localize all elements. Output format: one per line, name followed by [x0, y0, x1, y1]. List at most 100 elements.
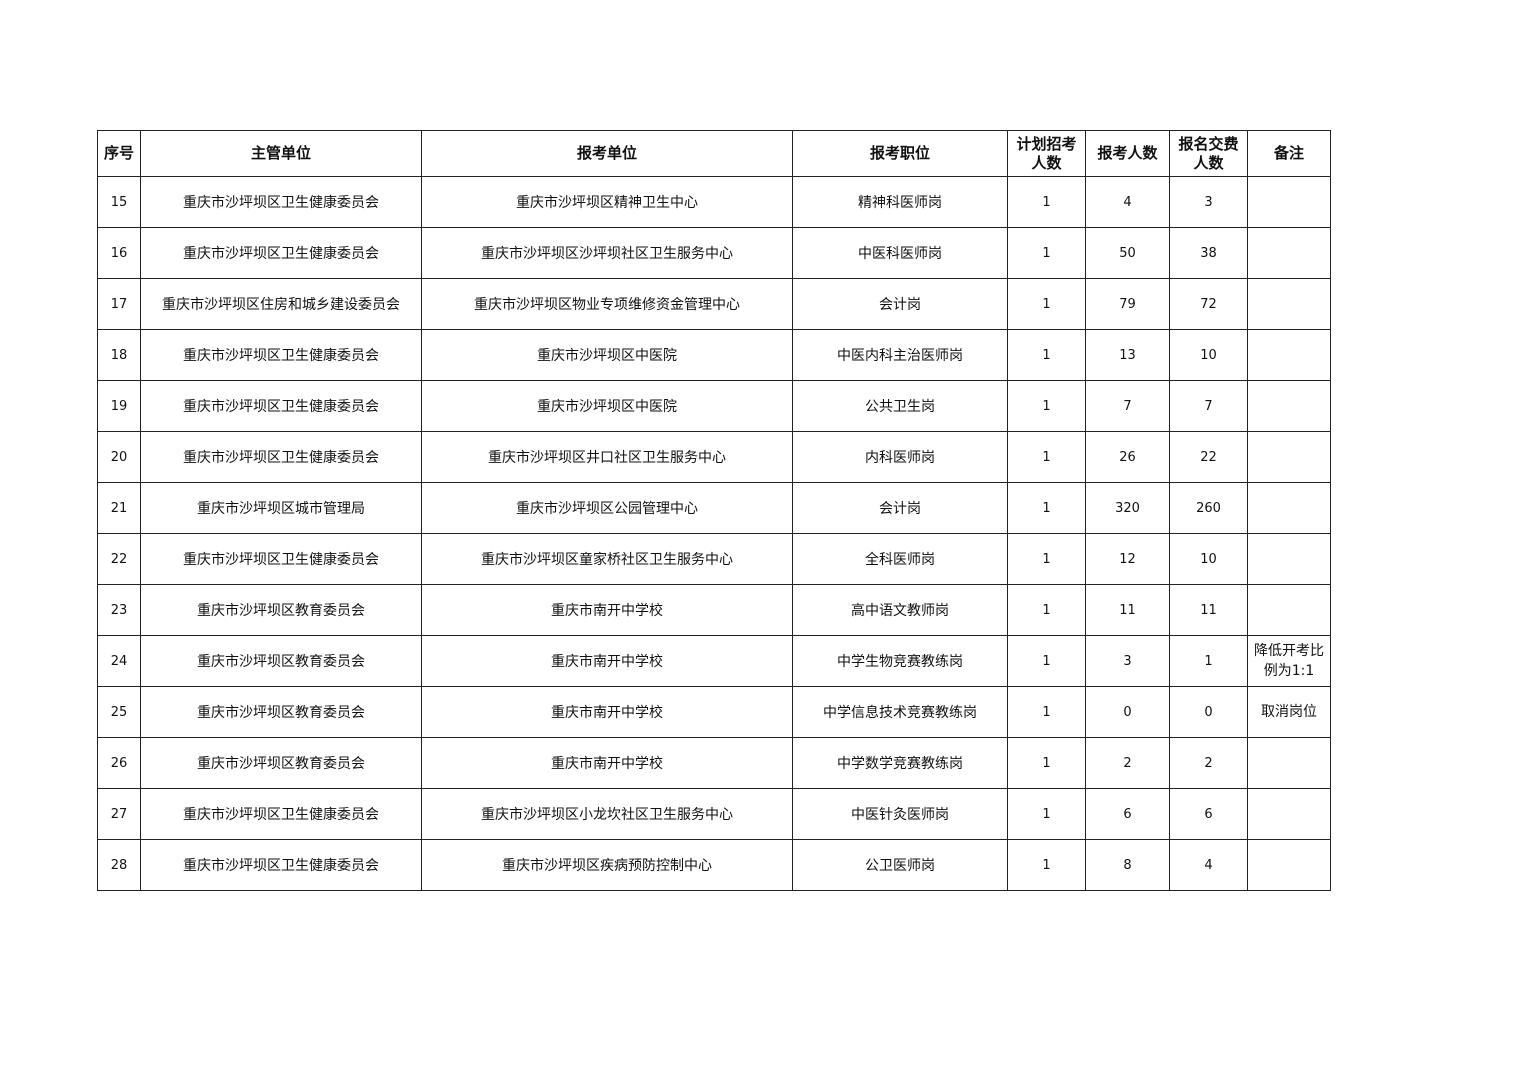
table-row: 28 重庆市沙坪坝区卫生健康委员会 重庆市沙坪坝区疾病预防控制中心 公卫医师岗 1 8 4 [97, 839, 1331, 891]
planned-cell: 1 [1007, 329, 1086, 381]
planned-cell: 1 [1007, 482, 1086, 534]
position-cell: 公共卫生岗 [792, 380, 1008, 432]
applicants-cell: 79 [1085, 278, 1170, 330]
remarks-cell [1247, 431, 1331, 483]
row-index: 16 [97, 227, 141, 279]
position-cell: 全科医师岗 [792, 533, 1008, 585]
position-cell: 会计岗 [792, 482, 1008, 534]
row-index: 15 [97, 176, 141, 228]
applicants-cell: 2 [1085, 737, 1170, 789]
unit-cell: 重庆市沙坪坝区中医院 [421, 380, 793, 432]
remarks-cell [1247, 329, 1331, 381]
planned-cell: 1 [1007, 584, 1086, 636]
paid-cell: 22 [1169, 431, 1248, 483]
applicants-cell: 8 [1085, 839, 1170, 891]
unit-cell: 重庆市沙坪坝区童家桥社区卫生服务中心 [421, 533, 793, 585]
remarks-cell [1247, 278, 1331, 330]
applicants-cell: 13 [1085, 329, 1170, 381]
applicants-cell: 3 [1085, 635, 1170, 687]
supervisor-cell: 重庆市沙坪坝区住房和城乡建设委员会 [140, 278, 422, 330]
paid-cell: 4 [1169, 839, 1248, 891]
unit-cell: 重庆市南开中学校 [421, 584, 793, 636]
table-row: 23 重庆市沙坪坝区教育委员会 重庆市南开中学校 高中语文教师岗 1 11 11 [97, 584, 1331, 636]
planned-cell: 1 [1007, 176, 1086, 228]
unit-cell: 重庆市沙坪坝区沙坪坝社区卫生服务中心 [421, 227, 793, 279]
header-applicants: 报考人数 [1085, 130, 1170, 177]
row-index: 22 [97, 533, 141, 585]
planned-cell: 1 [1007, 839, 1086, 891]
supervisor-cell: 重庆市沙坪坝区教育委员会 [140, 584, 422, 636]
row-index: 23 [97, 584, 141, 636]
remarks-cell [1247, 737, 1331, 789]
unit-cell: 重庆市南开中学校 [421, 686, 793, 738]
table-row: 17 重庆市沙坪坝区住房和城乡建设委员会 重庆市沙坪坝区物业专项维修资金管理中心 会计… [97, 278, 1331, 330]
planned-cell: 1 [1007, 380, 1086, 432]
planned-cell: 1 [1007, 686, 1086, 738]
paid-cell: 1 [1169, 635, 1248, 687]
unit-cell: 重庆市沙坪坝区中医院 [421, 329, 793, 381]
remarks-cell [1247, 839, 1331, 891]
applicants-cell: 4 [1085, 176, 1170, 228]
supervisor-cell: 重庆市沙坪坝区卫生健康委员会 [140, 788, 422, 840]
remarks-cell [1247, 380, 1331, 432]
supervisor-cell: 重庆市沙坪坝区城市管理局 [140, 482, 422, 534]
table-row: 21 重庆市沙坪坝区城市管理局 重庆市沙坪坝区公园管理中心 会计岗 1 320 260 [97, 482, 1331, 534]
supervisor-cell: 重庆市沙坪坝区卫生健康委员会 [140, 533, 422, 585]
table-row: 25 重庆市沙坪坝区教育委员会 重庆市南开中学校 中学信息技术竞赛教练岗 1 0 0 取消岗位 [97, 686, 1331, 738]
position-cell: 会计岗 [792, 278, 1008, 330]
row-index: 27 [97, 788, 141, 840]
planned-cell: 1 [1007, 431, 1086, 483]
row-index: 28 [97, 839, 141, 891]
position-cell: 中学生物竞赛教练岗 [792, 635, 1008, 687]
table-row: 15 重庆市沙坪坝区卫生健康委员会 重庆市沙坪坝区精神卫生中心 精神科医师岗 1 4 3 [97, 176, 1331, 228]
unit-cell: 重庆市沙坪坝区小龙坎社区卫生服务中心 [421, 788, 793, 840]
table-row: 16 重庆市沙坪坝区卫生健康委员会 重庆市沙坪坝区沙坪坝社区卫生服务中心 中医科医师岗… [97, 227, 1331, 279]
unit-cell: 重庆市南开中学校 [421, 635, 793, 687]
table-row: 20 重庆市沙坪坝区卫生健康委员会 重庆市沙坪坝区井口社区卫生服务中心 内科医师岗 1 2… [97, 431, 1331, 483]
row-index: 24 [97, 635, 141, 687]
position-cell: 精神科医师岗 [792, 176, 1008, 228]
remarks-cell [1247, 584, 1331, 636]
applicants-cell: 12 [1085, 533, 1170, 585]
supervisor-cell: 重庆市沙坪坝区教育委员会 [140, 686, 422, 738]
row-index: 18 [97, 329, 141, 381]
table-row: 18 重庆市沙坪坝区卫生健康委员会 重庆市沙坪坝区中医院 中医内科主治医师岗 1 13 10 [97, 329, 1331, 381]
header-position: 报考职位 [792, 130, 1008, 177]
paid-cell: 0 [1169, 686, 1248, 738]
position-cell: 中学信息技术竞赛教练岗 [792, 686, 1008, 738]
planned-cell: 1 [1007, 788, 1086, 840]
applicants-cell: 0 [1085, 686, 1170, 738]
paid-cell: 260 [1169, 482, 1248, 534]
table-row: 22 重庆市沙坪坝区卫生健康委员会 重庆市沙坪坝区童家桥社区卫生服务中心 全科医师岗 1… [97, 533, 1331, 585]
supervisor-cell: 重庆市沙坪坝区卫生健康委员会 [140, 176, 422, 228]
applicants-cell: 320 [1085, 482, 1170, 534]
paid-cell: 72 [1169, 278, 1248, 330]
position-cell: 公卫医师岗 [792, 839, 1008, 891]
remarks-cell [1247, 788, 1331, 840]
paid-cell: 38 [1169, 227, 1248, 279]
position-cell: 高中语文教师岗 [792, 584, 1008, 636]
row-index: 17 [97, 278, 141, 330]
header-unit: 报考单位 [421, 130, 793, 177]
header-row: 序号 主管单位 报考单位 报考职位 计划招考人数 报考人数 报名交费人数 备注 [97, 130, 1331, 177]
unit-cell: 重庆市沙坪坝区疾病预防控制中心 [421, 839, 793, 891]
applicants-cell: 26 [1085, 431, 1170, 483]
table-row: 26 重庆市沙坪坝区教育委员会 重庆市南开中学校 中学数学竞赛教练岗 1 2 2 [97, 737, 1331, 789]
recruitment-table: 序号 主管单位 报考单位 报考职位 计划招考人数 报考人数 报名交费人数 备注 … [97, 130, 1331, 891]
remarks-cell: 取消岗位 [1247, 686, 1331, 738]
row-index: 26 [97, 737, 141, 789]
row-index: 21 [97, 482, 141, 534]
remarks-cell [1247, 227, 1331, 279]
row-index: 25 [97, 686, 141, 738]
unit-cell: 重庆市沙坪坝区公园管理中心 [421, 482, 793, 534]
planned-cell: 1 [1007, 737, 1086, 789]
position-cell: 中医科医师岗 [792, 227, 1008, 279]
header-paid: 报名交费人数 [1169, 130, 1248, 177]
planned-cell: 1 [1007, 278, 1086, 330]
planned-cell: 1 [1007, 533, 1086, 585]
unit-cell: 重庆市沙坪坝区井口社区卫生服务中心 [421, 431, 793, 483]
supervisor-cell: 重庆市沙坪坝区教育委员会 [140, 737, 422, 789]
applicants-cell: 11 [1085, 584, 1170, 636]
paid-cell: 2 [1169, 737, 1248, 789]
supervisor-cell: 重庆市沙坪坝区卫生健康委员会 [140, 380, 422, 432]
